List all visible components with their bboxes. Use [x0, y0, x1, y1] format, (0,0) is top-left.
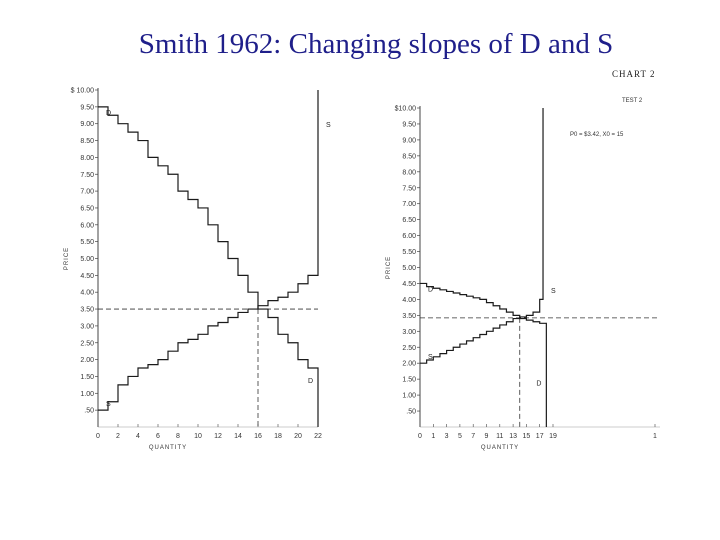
left-s-end-label: S — [326, 122, 331, 129]
right-y-tick-label: 6.50 — [402, 217, 416, 224]
right-y-tick-label: 3.00 — [402, 329, 416, 336]
right-y-tick-label: 3.50 — [402, 313, 416, 320]
right-y-tick-label: 7.50 — [402, 185, 416, 192]
right-x-tick-label: 0 — [418, 433, 422, 440]
right-y-tick-label: 7.00 — [402, 201, 416, 208]
left-y-tick-label: 2.50 — [80, 340, 94, 347]
left-x-tick-label: 6 — [156, 433, 160, 440]
right-x-tick-label: 3 — [445, 433, 449, 440]
chart-right: $10.009.509.008.508.007.507.006.506.005.… — [386, 106, 660, 451]
left-x-tick-label: 0 — [96, 433, 100, 440]
right-x-tick-label: 17 — [536, 433, 544, 440]
equilibrium-note: P0 = $3.42, X0 = 15 — [570, 132, 624, 138]
chart-left: $ 10.009.509.008.508.007.507.006.506.005… — [64, 88, 331, 452]
left-y-tick-label: 8.50 — [80, 138, 94, 145]
left-x-tick-label: 18 — [274, 433, 282, 440]
left-y-tick-label: 6.00 — [80, 222, 94, 229]
right-y-tick-label: 8.00 — [402, 169, 416, 176]
right-y-tick-label: 4.00 — [402, 297, 416, 304]
left-y-tick-label: 7.50 — [80, 172, 94, 179]
right-y-tick-label: 2.50 — [402, 345, 416, 352]
left-x-tick-label: 2 — [116, 433, 120, 440]
chart-header-sublabel: TEST 2 — [622, 98, 643, 104]
left-y-tick-label: 4.00 — [80, 290, 94, 297]
right-x-tick-label: 15 — [523, 433, 531, 440]
right-x-tick-label: 1 — [431, 433, 435, 440]
left-x-tick-label: 16 — [254, 433, 262, 440]
right-y-tick-label: 5.50 — [402, 249, 416, 256]
left-y-tick-label: 2.00 — [80, 357, 94, 364]
left-y-tick-label: 6.50 — [80, 205, 94, 212]
left-s-start-label: S — [106, 401, 111, 408]
right-y-axis-title: PRICE — [386, 256, 392, 279]
left-y-tick-label: 5.50 — [80, 239, 94, 246]
right-x-tick-label: 7 — [471, 433, 475, 440]
left-d-end-label: D — [308, 378, 313, 385]
right-y-tick-label: 9.00 — [402, 137, 416, 144]
right-y-tick-label: 1.50 — [402, 377, 416, 384]
left-s-curve — [98, 90, 319, 411]
left-y-tick-label: 5.00 — [80, 256, 94, 263]
left-y-tick-label: 1.50 — [80, 374, 94, 381]
right-x-tick-label: 19 — [549, 433, 557, 440]
right-d-start-label: D — [428, 286, 433, 293]
left-y-tick-label: 4.50 — [80, 273, 94, 280]
right-s-end-label: S — [551, 288, 556, 295]
left-x-tick-label: 8 — [176, 433, 180, 440]
left-x-tick-label: 12 — [214, 433, 222, 440]
left-y-tick-label: 9.00 — [80, 121, 94, 128]
right-y-tick-label: 1.00 — [402, 393, 416, 400]
left-x-tick-label: 14 — [234, 433, 242, 440]
left-x-tick-label: 20 — [294, 433, 302, 440]
right-y-tick-label: 9.50 — [402, 121, 416, 128]
chart-header-label: CHART 2 — [612, 69, 656, 79]
right-x-axis-title: QUANTITY — [481, 445, 519, 451]
left-y-tick-label: 8.00 — [80, 155, 94, 162]
left-y-tick-label: 7.00 — [80, 189, 94, 196]
right-y-tick-label: .50 — [406, 409, 416, 416]
right-x-tick-label: 13 — [509, 433, 517, 440]
right-s-start-label: S — [428, 354, 433, 361]
right-y-tick-label: 6.00 — [402, 233, 416, 240]
right-y-tick-label: 2.00 — [402, 361, 416, 368]
left-x-tick-label: 4 — [136, 433, 140, 440]
left-d-curve — [98, 106, 319, 427]
left-x-tick-label: 22 — [314, 433, 322, 440]
right-y-tick-label: $10.00 — [395, 106, 417, 113]
left-y-tick-label: 9.50 — [80, 104, 94, 111]
left-y-tick-label: 1.00 — [80, 391, 94, 398]
left-y-tick-label: $ 10.00 — [71, 88, 94, 95]
right-y-tick-label: 8.50 — [402, 153, 416, 160]
left-y-tick-label: 3.00 — [80, 323, 94, 330]
right-y-tick-label: 5.00 — [402, 265, 416, 272]
right-x-tick-label: 9 — [485, 433, 489, 440]
right-d-curve — [420, 282, 547, 427]
right-x-tick-label: 1 — [653, 433, 657, 440]
left-y-axis-title: PRICE — [64, 247, 70, 270]
left-x-axis-title: QUANTITY — [149, 445, 187, 451]
left-d-start-label: D — [106, 110, 111, 117]
right-y-tick-label: 4.50 — [402, 281, 416, 288]
right-d-end-label: D — [536, 381, 541, 388]
right-x-tick-label: 5 — [458, 433, 462, 440]
left-y-tick-label: 3.50 — [80, 307, 94, 314]
slide-title: Smith 1962: Changing slopes of D and S — [138, 28, 614, 60]
right-x-tick-label: 11 — [496, 433, 503, 440]
right-s-curve — [420, 108, 544, 364]
left-y-tick-label: .50 — [84, 408, 94, 415]
left-x-tick-label: 10 — [194, 433, 202, 440]
